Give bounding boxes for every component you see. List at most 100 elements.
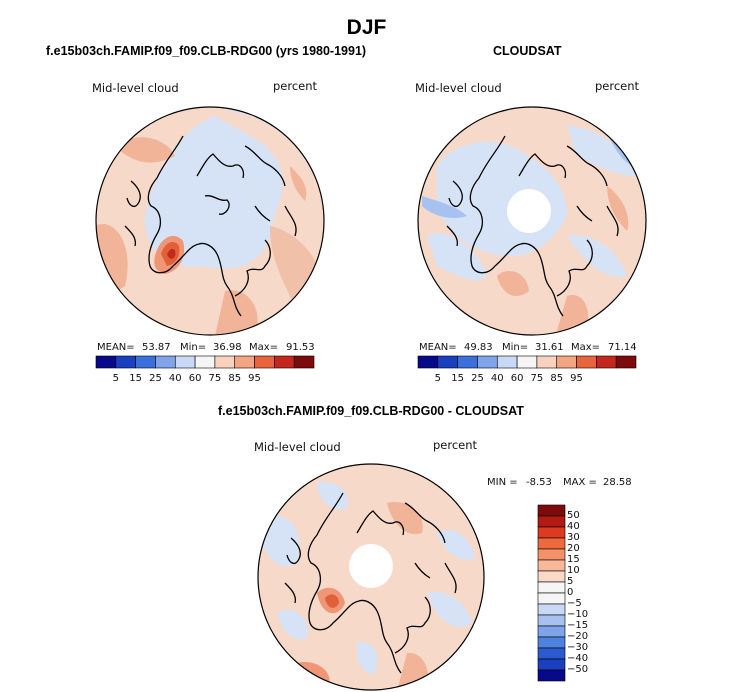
panel-2-colorbar-tick-label: 85 [550, 373, 564, 384]
panel-3-colorbar-tick-label: 50 [567, 510, 580, 521]
panel-2-colorbar-box [516, 355, 538, 369]
panel-2-units-label: percent [595, 79, 640, 93]
panel-3-colorbar-tick-label: −40 [567, 653, 589, 664]
panel-1-colorbar-box [274, 355, 295, 369]
panel-2-colorbar-box [437, 355, 458, 369]
panel-1-colorbar-box [293, 355, 315, 369]
panel-1-colorbar-tick-label: 85 [228, 373, 242, 384]
panel-3-colorbar-box [537, 537, 566, 550]
panel-1-colorbar-tick-label: 60 [188, 373, 202, 384]
panel-3-title: f.e15b03ch.FAMIP.f09_f09.CLB-RDG00 - CLO… [218, 404, 524, 418]
panel-3-colorbar-tick-label: −50 [567, 664, 589, 675]
panel-2-colorbar-tick-label: 5 [434, 373, 441, 384]
panel-2-max-label: Max= [571, 342, 601, 353]
panel-1-colorbar-box [155, 355, 176, 369]
panel-3-colorbar-box [537, 548, 566, 561]
panel-3-colorbar-tick-label: −5 [567, 598, 582, 609]
panel-3-colorbar-box [537, 559, 566, 572]
panel-3-polar-map [257, 463, 485, 691]
panel-3-colorbar-tick-label: 15 [567, 554, 580, 565]
panel-2-mean-label: MEAN= [419, 342, 457, 353]
panel-3-colorbar-tick-label: 20 [567, 543, 580, 554]
panel-3-min-label: MIN = [487, 477, 518, 488]
panel-2-colorbar-tick-label: 95 [570, 373, 583, 384]
panel-3-max-value: 28.58 [603, 477, 632, 488]
panel-1-colorbar-tick-label: 25 [149, 373, 162, 384]
panel-1-min-value: 36.98 [213, 342, 242, 353]
panel-1-min-label: Min= [180, 342, 207, 353]
panel-2-colorbar-box [457, 355, 478, 369]
panel-2-colorbar-box [596, 355, 617, 369]
panel-3-colorbar-box [537, 526, 566, 539]
panel-3-colorbar-box [537, 581, 566, 594]
panel-3-variable-label: Mid-level cloud [254, 440, 341, 454]
panel-1-units-label: percent [273, 79, 318, 93]
panel-1-max-value: 91.53 [286, 342, 315, 353]
panel-2-colorbar-ticks: 5 15 25 40 60 75 85 95 [418, 373, 636, 387]
panel-1-colorbar-box [194, 355, 216, 369]
panel-2-colorbar-box [576, 355, 597, 369]
panel-2-colorbar-box [615, 355, 637, 369]
panel-1-mean-value: 53.87 [142, 342, 171, 353]
panel-3-units-label: percent [433, 438, 478, 452]
panel-2-mean-value: 49.83 [464, 342, 493, 353]
panel-2-colorbar-box [556, 355, 577, 369]
panel-1-colorbar-box [115, 355, 136, 369]
panel-3-colorbar-tick-label: −15 [567, 620, 589, 631]
panel-3-colorbar-box [537, 625, 566, 638]
panel-3-colorbar-box [537, 647, 566, 660]
panel-3-colorbar-box [537, 658, 566, 671]
panel-2-colorbar [417, 355, 637, 369]
panel-2-colorbar-box [477, 355, 498, 369]
panel-3-colorbar-box [537, 592, 566, 605]
panel-1-colorbar-box [234, 355, 255, 369]
panel-1-polar-map [95, 106, 325, 336]
panel-3-colorbar-tick-label: −30 [567, 642, 589, 653]
figure-title: DJF [346, 16, 387, 39]
panel-3-min-value: -8.53 [526, 477, 552, 488]
panel-1-colorbar-box [95, 355, 117, 369]
panel-1-colorbar-tick-label: 40 [168, 373, 182, 384]
panel-2-polar-map [417, 106, 647, 336]
panel-3-colorbar-tick-label: −20 [567, 631, 589, 642]
panel-1-colorbar-tick-label: 75 [208, 373, 222, 384]
panel-2-colorbar-tick-label: 60 [510, 373, 524, 384]
panel-3-colorbar-tick-label: 5 [567, 576, 574, 587]
panel-3-colorbar-box [537, 669, 566, 682]
panel-1-colorbar-tick-label: 95 [248, 373, 261, 384]
panel-3-colorbar-box [537, 515, 566, 528]
panel-2-max-value: 71.14 [608, 342, 637, 353]
panel-2-min-label: Min= [502, 342, 529, 353]
panel-2-title: CLOUDSAT [493, 44, 562, 58]
panel-2-colorbar-box [496, 355, 518, 369]
panel-1-colorbar [95, 355, 315, 369]
panel-1-mean-label: MEAN= [97, 342, 135, 353]
panel-1-max-label: Max= [249, 342, 279, 353]
panel-1-colorbar-tick-label: 5 [112, 373, 119, 384]
panel-1-colorbar-ticks: 5 15 25 40 60 75 85 95 [96, 373, 314, 387]
panel-2-colorbar-tick-label: 15 [451, 373, 464, 384]
panel-1-colorbar-tick-label: 15 [129, 373, 142, 384]
panel-1-title: f.e15b03ch.FAMIP.f09_f09.CLB-RDG00 (yrs … [46, 44, 367, 58]
panel-1-colorbar-box [174, 355, 196, 369]
panel-3-colorbar-box [537, 614, 566, 627]
panel-2-colorbar-tick-label: 75 [530, 373, 544, 384]
panel-2-min-value: 31.61 [535, 342, 564, 353]
panel-3-colorbar-tick-label: 10 [567, 565, 580, 576]
panel-1-colorbar-box [254, 355, 275, 369]
panel-3-max-label: MAX = [563, 477, 597, 488]
panel-3-colorbar-box [537, 504, 566, 517]
panel-1-colorbar-box [135, 355, 156, 369]
panel-3-colorbar-box [537, 636, 566, 649]
panel-2-colorbar-tick-label: 25 [471, 373, 484, 384]
panel-3-colorbar-ticks: 50 40 30 20 15 10 5 0 −5 −10 −15 −20 −30 −40 −50 [567, 505, 607, 681]
panel-3-colorbar-tick-label: 30 [567, 532, 580, 543]
panel-3-colorbar-box [537, 570, 566, 583]
panel-2-colorbar-box [417, 355, 439, 369]
panel-3-colorbar [537, 504, 566, 682]
panel-3-colorbar-box [537, 603, 566, 616]
panel-3-colorbar-tick-label: 0 [567, 587, 574, 598]
panel-2-colorbar-tick-label: 40 [490, 373, 504, 384]
panel-2-variable-label: Mid-level cloud [415, 81, 502, 95]
panel-1-variable-label: Mid-level cloud [92, 81, 179, 95]
